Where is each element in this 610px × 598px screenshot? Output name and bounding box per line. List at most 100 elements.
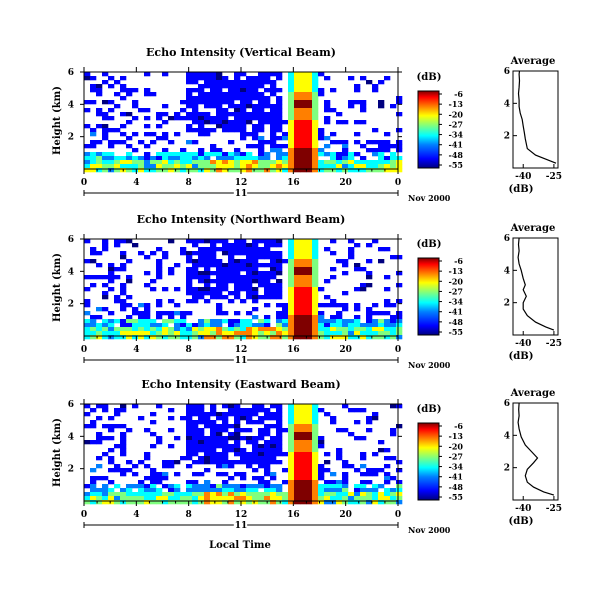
heatmap-cell — [324, 108, 331, 113]
heatmap-cell — [288, 164, 295, 169]
heatmap-cell — [366, 140, 373, 145]
heatmap-cell — [144, 488, 151, 493]
heatmap-cell — [300, 412, 307, 417]
heatmap-cell — [282, 303, 289, 308]
heatmap-cell — [84, 168, 91, 173]
heatmap-cell — [306, 156, 313, 161]
heatmap-cell — [264, 291, 271, 296]
heatmap-cell — [288, 448, 295, 453]
heatmap-cell — [198, 76, 205, 81]
heatmap-cell — [324, 100, 331, 105]
heatmap-cell — [204, 112, 211, 117]
heatmap-cell — [354, 488, 361, 493]
heatmap-cell — [258, 436, 265, 441]
heatmap-cell — [84, 496, 91, 501]
heatmap-cell — [312, 72, 319, 77]
heatmap-cell — [342, 140, 349, 145]
heatmap-cell — [234, 259, 241, 264]
heatmap-cell — [258, 271, 265, 276]
heatmap-cell — [132, 500, 139, 505]
heatmap-title: Echo Intensity (Northward Beam) — [137, 213, 346, 226]
heatmap-cell — [312, 440, 319, 445]
heatmap-cell — [132, 335, 139, 340]
heatmap-cell — [354, 436, 361, 441]
heatmap-cell — [210, 412, 217, 417]
heatmap-cell — [228, 444, 235, 449]
heatmap-cell — [132, 307, 139, 312]
profile-y-tick-label: 2 — [504, 132, 510, 142]
heatmap-cell — [294, 251, 301, 256]
x-tick-label: 20 — [339, 345, 352, 355]
heatmap-cell — [366, 243, 373, 248]
heatmap-cell — [222, 80, 229, 85]
heatmap-cell — [120, 283, 127, 288]
heatmap-cell — [156, 247, 163, 252]
heatmap-cell — [234, 444, 241, 449]
heatmap-cell — [246, 319, 253, 324]
heatmap-cell — [246, 259, 253, 264]
heatmap-cell — [318, 148, 325, 153]
heatmap-cell — [282, 331, 289, 336]
heatmap-cell — [306, 120, 313, 125]
heatmap-cell — [102, 112, 109, 117]
heatmap-cell — [222, 452, 229, 457]
heatmap-cell — [336, 323, 343, 328]
heatmap-cell — [288, 428, 295, 433]
heatmap-cell — [156, 271, 163, 276]
heatmap-cell — [210, 319, 217, 324]
heatmap-cell — [204, 484, 211, 489]
heatmap-cell — [300, 283, 307, 288]
heatmap-cell — [294, 152, 301, 157]
heatmap-cell — [192, 440, 199, 445]
heatmap-cell — [252, 307, 259, 312]
heatmap-cell — [156, 404, 163, 409]
heatmap-cell — [306, 432, 313, 437]
heatmap-cell — [126, 327, 133, 332]
colorbar-tick-label: -41 — [449, 140, 463, 150]
heatmap-cell — [174, 331, 181, 336]
heatmap-cell — [114, 444, 121, 449]
heatmap-cell — [228, 476, 235, 481]
heatmap-cell — [300, 239, 307, 244]
profile-xlabel: (dB) — [509, 184, 534, 195]
heatmap-cell — [264, 444, 271, 449]
heatmap-cell — [294, 247, 301, 252]
x-tick-label: 12 — [235, 178, 248, 188]
heatmap-cell — [324, 76, 331, 81]
heatmap-cell — [360, 156, 367, 161]
heatmap-cell — [228, 323, 235, 328]
heatmap-cell — [264, 432, 271, 437]
heatmap-cell — [222, 412, 229, 417]
heatmap-cell — [192, 452, 199, 457]
heatmap-cell — [354, 140, 361, 145]
heatmap-cell — [276, 160, 283, 165]
heatmap-cell — [342, 484, 349, 489]
heatmap-cell — [300, 287, 307, 292]
heatmap-cell — [300, 335, 307, 340]
heatmap-cell — [198, 331, 205, 336]
heatmap-cell — [312, 100, 319, 105]
heatmap-cell — [354, 263, 361, 268]
heatmap-cell — [168, 267, 175, 272]
heatmap-cell — [282, 500, 289, 505]
heatmap-cell — [246, 335, 253, 340]
heatmap-cell — [102, 156, 109, 161]
heatmap-cell — [294, 124, 301, 129]
heatmap-cell — [240, 323, 247, 328]
heatmap-cell — [366, 323, 373, 328]
heatmap-cell — [312, 243, 319, 248]
heatmap-cell — [102, 484, 109, 489]
heatmap-cell — [96, 416, 103, 421]
heatmap-cell — [258, 92, 265, 97]
heatmap-cell — [306, 408, 313, 413]
heatmap-cell — [120, 319, 127, 324]
heatmap-cell — [276, 408, 283, 413]
heatmap-cell — [396, 331, 403, 336]
heatmap-cell — [384, 331, 391, 336]
heatmap-cell — [276, 251, 283, 256]
heatmap-cell — [90, 76, 97, 81]
heatmap-cell — [90, 128, 97, 133]
heatmap-cell — [108, 84, 115, 89]
heatmap-cell — [288, 279, 295, 284]
